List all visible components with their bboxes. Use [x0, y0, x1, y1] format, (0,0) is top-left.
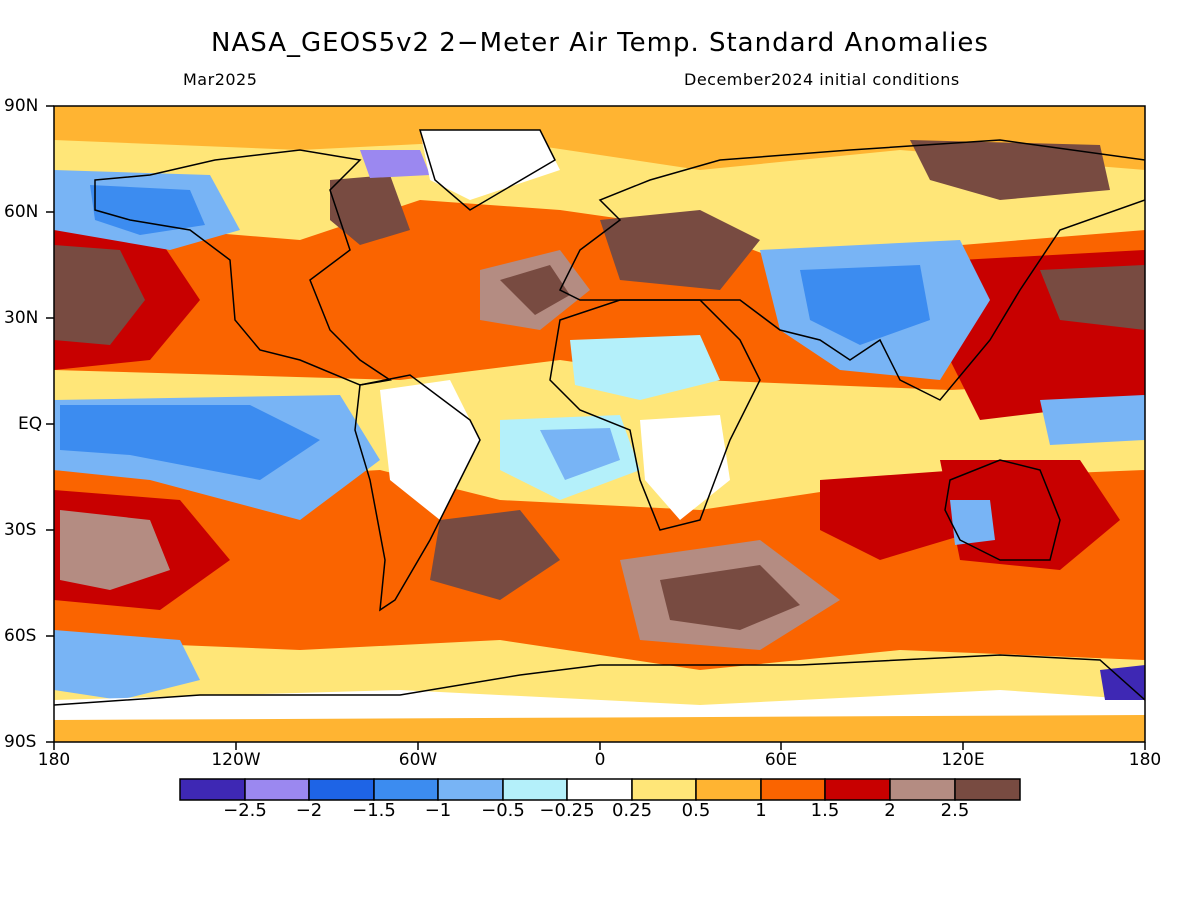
colorbar-swatch-1 — [244, 778, 310, 801]
w-pacific-eq-cold — [1040, 395, 1145, 445]
southern-ocean-core — [660, 565, 800, 630]
anomaly-field — [54, 106, 1145, 742]
australia-coast — [944, 459, 1061, 561]
west-pacific-core — [1040, 265, 1145, 330]
lon-label-60w: 60W — [398, 750, 438, 770]
sw-pacific-core — [60, 510, 170, 590]
lat-label-30s: 30S — [4, 520, 37, 540]
alaska-cold-core — [90, 185, 205, 235]
colorbar-swatch-4 — [437, 778, 504, 801]
colorbar-label: 2 — [884, 800, 896, 821]
colorbar-swatch-8 — [695, 778, 762, 801]
lat-label-60s: 60S — [4, 626, 37, 646]
warm-band-north — [54, 106, 1145, 170]
lat-label-30n: 30N — [4, 308, 39, 328]
greenland-purple — [360, 150, 430, 178]
colorbar-label: −1 — [424, 800, 452, 821]
lat-label-90n: 90N — [4, 96, 39, 116]
antarctic-warm-edge — [54, 715, 1145, 742]
lat-label-90s: 90S — [4, 732, 37, 752]
lon-label-180w: 180 — [37, 750, 71, 770]
n-pacific-warm-core — [54, 245, 145, 345]
colorbar-swatch-7 — [631, 778, 697, 801]
north-america-coast — [94, 149, 392, 386]
colorbar-label: −0.5 — [481, 800, 525, 821]
colorbar-swatch-2 — [308, 778, 375, 801]
equatorial-atlantic-core — [540, 428, 620, 480]
colorbar-swatch-10 — [824, 778, 891, 801]
greenland-coast — [418, 129, 556, 211]
coastlines — [54, 129, 1145, 706]
colorbar-label: 0.25 — [611, 800, 653, 821]
greenland-cold — [420, 130, 560, 200]
colorbar-swatch-9 — [760, 778, 826, 801]
map-title: NASA_GEOS5v2 2−Meter Air Temp. Standard … — [211, 28, 989, 58]
lon-label-120w: 120W — [211, 750, 261, 770]
lat-label-60n: 60N — [4, 202, 39, 222]
colorbar-label: 2.5 — [940, 800, 970, 821]
lat-label-eq: EQ — [18, 414, 43, 434]
colorbar-label: −2 — [295, 800, 323, 821]
lon-label-180e: 180 — [1128, 750, 1162, 770]
lon-label-0: 0 — [594, 750, 606, 770]
e-australia-cold — [950, 500, 995, 545]
colorbar-swatch-0 — [179, 778, 246, 801]
colorbar-swatch-11 — [889, 778, 956, 801]
indian-ocean-warm — [820, 470, 980, 560]
eurasia-coast — [558, 139, 1145, 401]
tropical-pacific-core — [60, 405, 320, 480]
colorbar-label: −2.5 — [223, 800, 267, 821]
colorbar-label: −1.5 — [352, 800, 396, 821]
colorbar-swatch-12 — [954, 778, 1021, 801]
colorbar-label: 1 — [755, 800, 767, 821]
lon-label-120e: 120E — [941, 750, 985, 770]
axis-ticks — [46, 105, 1146, 750]
s-atlantic-warm — [430, 510, 560, 600]
lon-label-60e: 60E — [764, 750, 798, 770]
colorbar-label: −0.25 — [539, 800, 595, 821]
colorbar-swatch-5 — [502, 778, 568, 801]
colorbar — [179, 778, 1021, 801]
south-america-coast — [354, 374, 481, 612]
antarctica-coast — [54, 654, 1145, 706]
colorbar-swatch-6 — [566, 778, 633, 801]
n-atlantic-core — [500, 265, 570, 315]
colorbar-label: 1.5 — [810, 800, 840, 821]
colorbar-swatch-3 — [373, 778, 439, 801]
asia-cold-core — [800, 265, 930, 345]
initial-conditions: December2024 initial conditions — [684, 70, 960, 89]
siberia-warm — [910, 140, 1110, 200]
australia-warm — [940, 460, 1120, 570]
canada-warm — [330, 175, 410, 245]
forecast-month: Mar2025 — [183, 70, 258, 89]
sahara-cold — [570, 335, 720, 400]
southern-pacific-cold — [54, 630, 200, 700]
south-america-white — [380, 380, 480, 520]
europe-warm — [600, 210, 760, 290]
antarctic-purple — [1100, 665, 1145, 700]
africa-white — [640, 415, 730, 520]
colorbar-label: 0.5 — [681, 800, 711, 821]
